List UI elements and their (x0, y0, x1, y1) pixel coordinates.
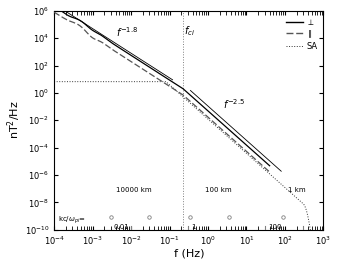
Text: kc/$\omega_{pi}$=: kc/$\omega_{pi}$= (59, 214, 86, 226)
Text: $f^{-1.8}$: $f^{-1.8}$ (116, 26, 138, 39)
Y-axis label: nT$^2$/Hz: nT$^2$/Hz (5, 101, 23, 139)
Legend: $\perp$, $\parallel$, SA: $\perp$, $\parallel$, SA (285, 15, 319, 52)
Text: $f^{-2.5}$: $f^{-2.5}$ (223, 97, 245, 111)
Text: 0.01: 0.01 (114, 224, 129, 230)
Text: 100 km: 100 km (205, 187, 231, 193)
Text: $f_{ci}$: $f_{ci}$ (184, 24, 195, 38)
Text: 100: 100 (268, 224, 281, 230)
X-axis label: f (Hz): f (Hz) (174, 248, 204, 258)
Text: 1 km: 1 km (288, 187, 305, 193)
Text: 1: 1 (191, 224, 195, 230)
Text: 10000 km: 10000 km (116, 187, 152, 193)
